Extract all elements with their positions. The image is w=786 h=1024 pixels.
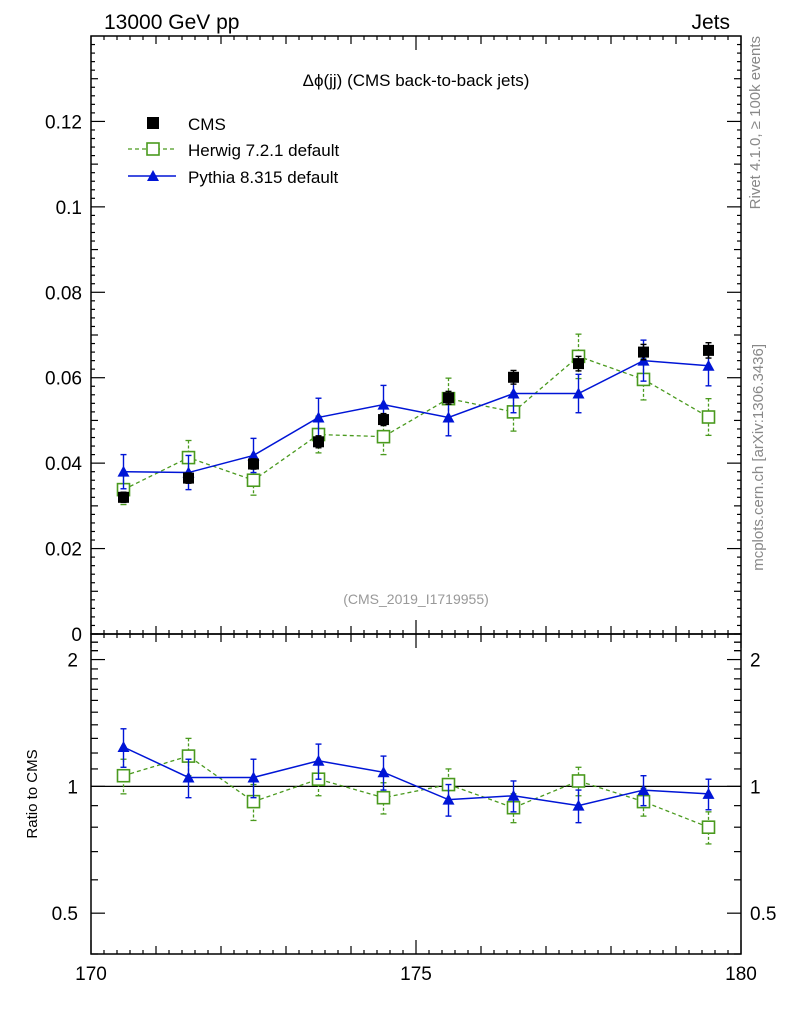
- pythia-ratio-point: [117, 741, 130, 753]
- pythia-ratio-point: [702, 787, 715, 799]
- herwig-ratio-point: [571, 774, 586, 788]
- ratio-tick-label-right: 0.5: [750, 904, 776, 925]
- pythia-point: [702, 359, 715, 371]
- legend-cms-label: CMS: [188, 115, 226, 134]
- pythia-ratio-point: [442, 793, 455, 805]
- herwig-ratio-point: [701, 820, 716, 834]
- herwig-ratio-point: [116, 768, 131, 783]
- cms-point: [118, 491, 129, 503]
- y-tick-label: 0.12: [45, 112, 82, 133]
- cms-point: [443, 392, 454, 404]
- pythia-ratio-point: [507, 789, 520, 801]
- chart-title: Δϕ(jj) (CMS back-to-back jets): [303, 71, 530, 90]
- y-tick-label: 0.04: [45, 454, 82, 475]
- pythia-point: [572, 387, 585, 399]
- y-tick-label: 0.1: [56, 198, 82, 219]
- pythia-point: [377, 398, 390, 410]
- pythia-ratio-point: [637, 784, 650, 796]
- pythia-point: [442, 411, 455, 423]
- cms-point: [378, 414, 389, 426]
- ratio-tick-label: 0.5: [52, 904, 78, 925]
- pythia-point: [507, 387, 520, 399]
- herwig-line: [123, 355, 709, 491]
- herwig-ratio-line: [123, 755, 709, 828]
- legend-pythia-marker: [147, 170, 159, 181]
- legend: CMS Herwig 7.2.1 default Pythia 8.315 de…: [128, 115, 339, 187]
- legend-pythia-label: Pythia 8.315 default: [188, 168, 339, 187]
- pythia-ratio-point: [247, 771, 260, 783]
- herwig-point: [701, 410, 716, 424]
- chart-watermark: (CMS_2019_I1719955): [343, 591, 489, 607]
- ratio-tick-label-right: 1: [750, 777, 761, 798]
- header-left-label: 13000 GeV pp: [104, 11, 239, 34]
- header-right-label: Jets: [691, 11, 730, 34]
- cms-point: [508, 371, 519, 383]
- x-tick-label: 175: [400, 964, 432, 985]
- y-tick-label: 0.08: [45, 283, 82, 304]
- legend-herwig-marker: [146, 142, 160, 156]
- pythia-ratio-line: [123, 746, 709, 807]
- pythia-ratio-point: [377, 766, 390, 778]
- legend-herwig-label: Herwig 7.2.1 default: [188, 141, 339, 160]
- ratio-tick-label: 1: [67, 777, 78, 798]
- cms-point: [248, 458, 259, 470]
- pythia-ratio-point: [182, 771, 195, 783]
- ratio-tick-label: 2: [67, 651, 78, 672]
- ratio-tick-label-right: 2: [750, 651, 761, 672]
- legend-cms-marker: [147, 117, 159, 129]
- cms-point: [183, 472, 194, 484]
- mcplots-label: mcplots.cern.ch [arXiv:1306.3436]: [750, 344, 767, 571]
- cms-point: [313, 436, 324, 448]
- cms-point: [573, 358, 584, 370]
- pythia-point: [312, 411, 325, 423]
- cms-point: [638, 346, 649, 358]
- pythia-ratio-point: [312, 754, 325, 766]
- y-tick-label: 0.02: [45, 540, 82, 561]
- herwig-point: [376, 429, 391, 444]
- pythia-point: [247, 449, 260, 461]
- y-tick-label: 0.06: [45, 369, 82, 390]
- herwig-point: [246, 473, 261, 488]
- pythia-line: [123, 359, 709, 474]
- y-tick-label: 0: [71, 625, 82, 646]
- herwig-ratio-point: [376, 790, 391, 805]
- x-tick-label: 180: [725, 964, 757, 985]
- ratio-y-axis-label: Ratio to CMS: [24, 749, 41, 838]
- rivet-version-label: Rivet 4.1.0, ≥ 100k events: [747, 36, 764, 209]
- pythia-ratio-point: [572, 799, 585, 811]
- x-tick-label: 170: [75, 964, 107, 985]
- cms-point: [703, 344, 714, 356]
- pythia-point: [117, 465, 130, 477]
